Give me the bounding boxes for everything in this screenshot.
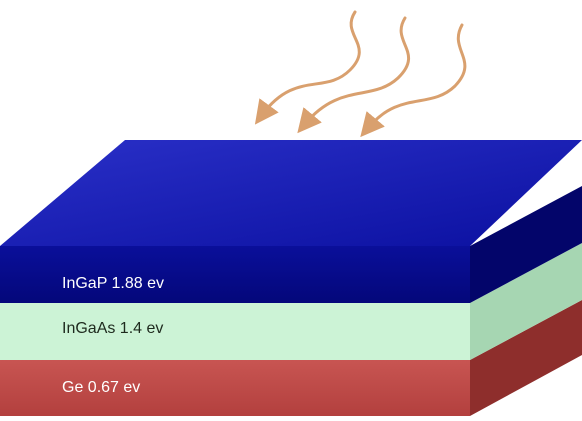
light-arrow-3 (360, 23, 467, 138)
ingaas-layer-front (0, 303, 470, 360)
light-arrow-1 (254, 10, 361, 125)
ge-layer-side (470, 300, 582, 416)
ingap-layer-top (0, 140, 582, 246)
ingaas-layer-side (470, 243, 582, 360)
ge-layer-front (0, 360, 470, 416)
ingap-layer-side (470, 186, 582, 303)
ingap-layer-front (0, 246, 470, 303)
ingaas-layer-label: InGaAs 1.4 ev (62, 320, 164, 337)
light-arrows (254, 10, 467, 138)
light-arrow-2 (297, 16, 411, 134)
ge-layer-label: Ge 0.67 ev (62, 379, 141, 396)
ingap-layer-label: InGaP 1.88 ev (62, 275, 164, 292)
